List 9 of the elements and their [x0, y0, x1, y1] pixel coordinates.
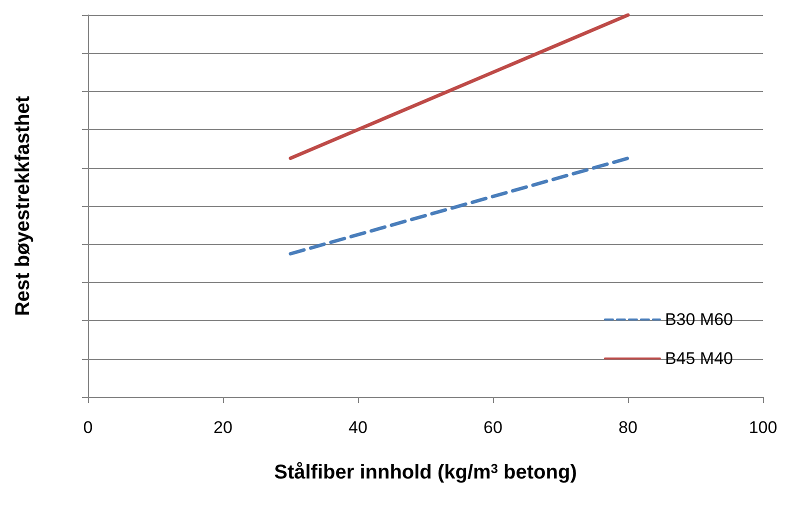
y-axis-title: Rest bøyestrekkfasthet [12, 96, 34, 316]
x-tick-label: 40 [348, 418, 368, 437]
x-tick-label: 80 [618, 418, 638, 437]
x-tick-label: 20 [214, 418, 232, 437]
x-tick-label: 60 [484, 418, 502, 437]
x-tick-label: 100 [748, 418, 778, 437]
legend-label: B30 M60 [664, 310, 734, 329]
legend-label: B45 M40 [664, 349, 734, 368]
x-tick-label: 0 [83, 418, 93, 437]
